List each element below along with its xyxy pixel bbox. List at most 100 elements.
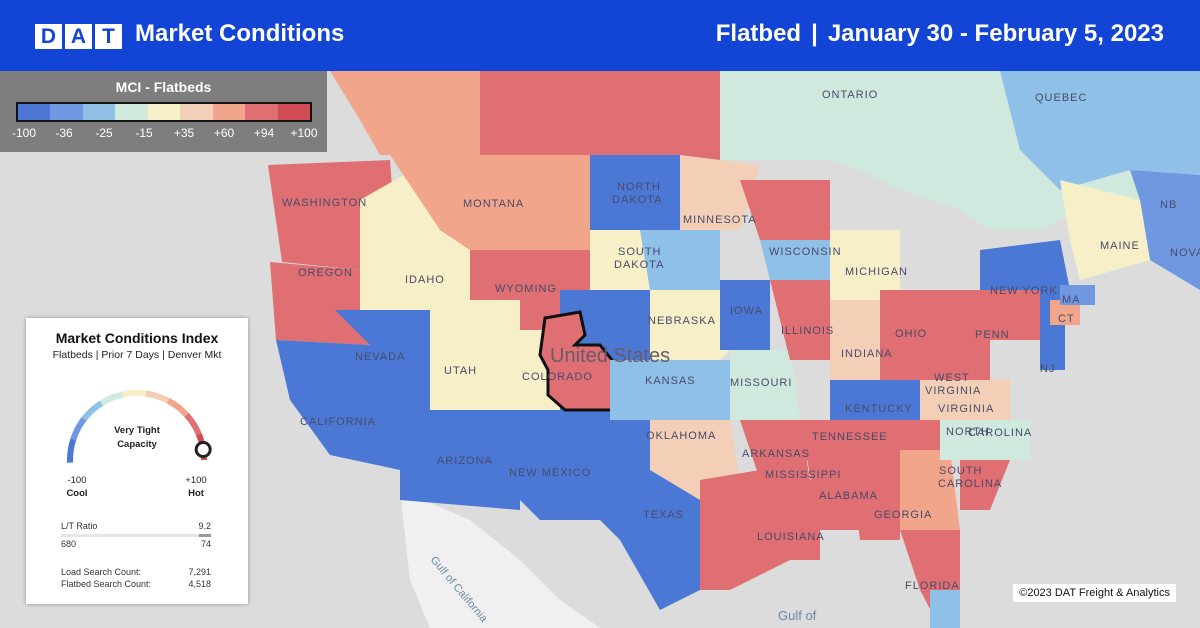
region-oregon[interactable]	[270, 262, 370, 345]
region-missouri[interactable]	[730, 350, 800, 420]
region-saskatchewan[interactable]	[480, 71, 720, 160]
region-maine[interactable]	[1060, 180, 1150, 280]
region-nevada-california[interactable]	[276, 310, 430, 470]
region-idaho[interactable]	[360, 160, 470, 310]
lt-truck-count: 74	[200, 539, 211, 549]
legend-swatch	[147, 104, 181, 120]
region-montana[interactable]	[390, 155, 590, 250]
label-united-states: United States	[550, 345, 670, 367]
region-texas-west[interactable]	[600, 470, 700, 610]
lt-ratio-row: L/T Ratio 9.2	[61, 521, 211, 531]
gauge-min-value: -100	[67, 475, 87, 486]
label-oklahoma: OKLAHOMA	[646, 430, 716, 442]
region-virginia[interactable]	[920, 380, 1010, 420]
region-georgia[interactable]	[900, 450, 960, 530]
label-north-dakota-2: DAKOTA	[612, 194, 662, 206]
region-arkansas[interactable]	[740, 420, 810, 480]
dat-logo: D A T	[35, 24, 122, 49]
region-bc[interactable]	[330, 71, 480, 155]
label-north-carolina-2: CAROLINA	[968, 427, 1032, 439]
lt-ratio-bar-fill	[199, 534, 211, 537]
region-south-carolina[interactable]	[960, 460, 1010, 510]
label-utah: UTAH	[444, 365, 477, 377]
label-illinois: ILLINOIS	[781, 325, 834, 337]
legend-ticks: -100 -36 -25 -15 +35 +60 +94 +100	[0, 126, 327, 142]
label-south-carolina-2: CAROLINA	[938, 478, 1002, 490]
label-ma: MA	[1062, 294, 1081, 306]
label-kansas: KANSAS	[645, 375, 696, 387]
gauge-segment	[184, 412, 203, 439]
label-kentucky: KENTUCKY	[845, 403, 913, 415]
lt-load-count: 680	[61, 539, 77, 549]
legend-swatch	[18, 104, 51, 120]
region-north-dakota[interactable]	[590, 155, 680, 230]
flatbed-search-row: Flatbed Search Count: 4,518	[61, 579, 211, 589]
region-north-carolina[interactable]	[940, 420, 1030, 460]
label-south-dakota-2: DAKOTA	[614, 259, 664, 271]
region-louisiana[interactable]	[760, 480, 820, 560]
legend-tick: +35	[173, 126, 195, 140]
legend-tick: +94	[253, 126, 275, 140]
gauge-segment	[145, 390, 172, 405]
status-line-1: Very Tight	[114, 425, 160, 436]
legend-swatch	[277, 104, 310, 120]
region-indiana[interactable]	[830, 300, 880, 380]
region-minnesota-south[interactable]	[640, 230, 720, 290]
label-texas: TEXAS	[643, 509, 684, 521]
label-nb: NB	[1160, 199, 1177, 211]
label-new-mexico: NEW MEXICO	[509, 467, 591, 479]
equipment-type: Flatbed	[715, 20, 802, 47]
date-range: January 30 - February 5, 2023	[827, 20, 1164, 47]
region-florida-south[interactable]	[930, 590, 960, 628]
region-michigan[interactable]	[830, 230, 900, 300]
region-new-york[interactable]	[980, 240, 1070, 290]
label-virginia: VIRGINIA	[938, 403, 994, 415]
label-maine: MAINE	[1100, 240, 1140, 252]
region-ma[interactable]	[1060, 285, 1095, 305]
flatbed-search-value: 4,518	[188, 579, 211, 589]
mci-gauge	[67, 390, 212, 463]
region-kansas[interactable]	[610, 360, 730, 420]
legend-swatch	[245, 104, 278, 120]
gauge-segment	[70, 415, 89, 441]
legend-tick: -36	[55, 126, 73, 140]
region-wisconsin[interactable]	[760, 240, 830, 280]
region-nb[interactable]	[1130, 170, 1200, 290]
region-illinois[interactable]	[770, 280, 830, 360]
lt-ratio-label: L/T Ratio	[61, 521, 98, 531]
label-arkansas: ARKANSAS	[742, 448, 810, 460]
lt-ratio-bar	[61, 534, 211, 537]
region-ct[interactable]	[1050, 300, 1080, 325]
region-utah[interactable]	[430, 300, 520, 410]
region-new-mexico[interactable]	[520, 410, 650, 520]
label-pennsylvania: PENN	[975, 329, 1010, 341]
label-west-virginia-1: WEST	[934, 372, 970, 384]
legend-title: MCI - Flatbeds	[115, 79, 212, 95]
region-wisconsin-north[interactable]	[740, 180, 830, 240]
region-alabama[interactable]	[850, 460, 900, 540]
region-nebraska[interactable]	[650, 290, 740, 360]
region-minnesota[interactable]	[680, 155, 760, 230]
region-quebec[interactable]	[1000, 71, 1200, 190]
label-mississippi: MISSISSIPPI	[765, 469, 841, 481]
market-map[interactable]: ONTARIO QUEBEC WASHINGTON OREGON IDAHO M…	[0, 71, 1200, 628]
region-iowa[interactable]	[720, 280, 770, 350]
label-washington: WASHINGTON	[282, 197, 367, 209]
mci-card: Market Conditions Index Flatbeds | Prior…	[26, 318, 248, 604]
region-ohio[interactable]	[880, 290, 940, 380]
label-idaho: IDAHO	[405, 274, 445, 286]
load-search-row: Load Search Count: 7,291	[61, 567, 211, 577]
region-arizona[interactable]	[400, 410, 520, 510]
gauge-segment	[67, 436, 77, 463]
header-subtitle: Flatbed | January 30 - February 5, 2023	[716, 20, 1164, 48]
legend-swatch	[115, 104, 148, 120]
region-kentucky[interactable]	[830, 380, 920, 420]
label-iowa: IOWA	[730, 305, 763, 317]
label-missouri: MISSOURI	[730, 377, 792, 389]
region-pennsylvania[interactable]	[940, 290, 1040, 340]
logo-letter-t: T	[95, 24, 122, 49]
legend-tick: +100	[290, 126, 318, 140]
legend-tick: -25	[95, 126, 113, 140]
label-north-dakota-1: NORTH	[617, 181, 661, 193]
gauge-min-label: Cool	[66, 488, 88, 499]
